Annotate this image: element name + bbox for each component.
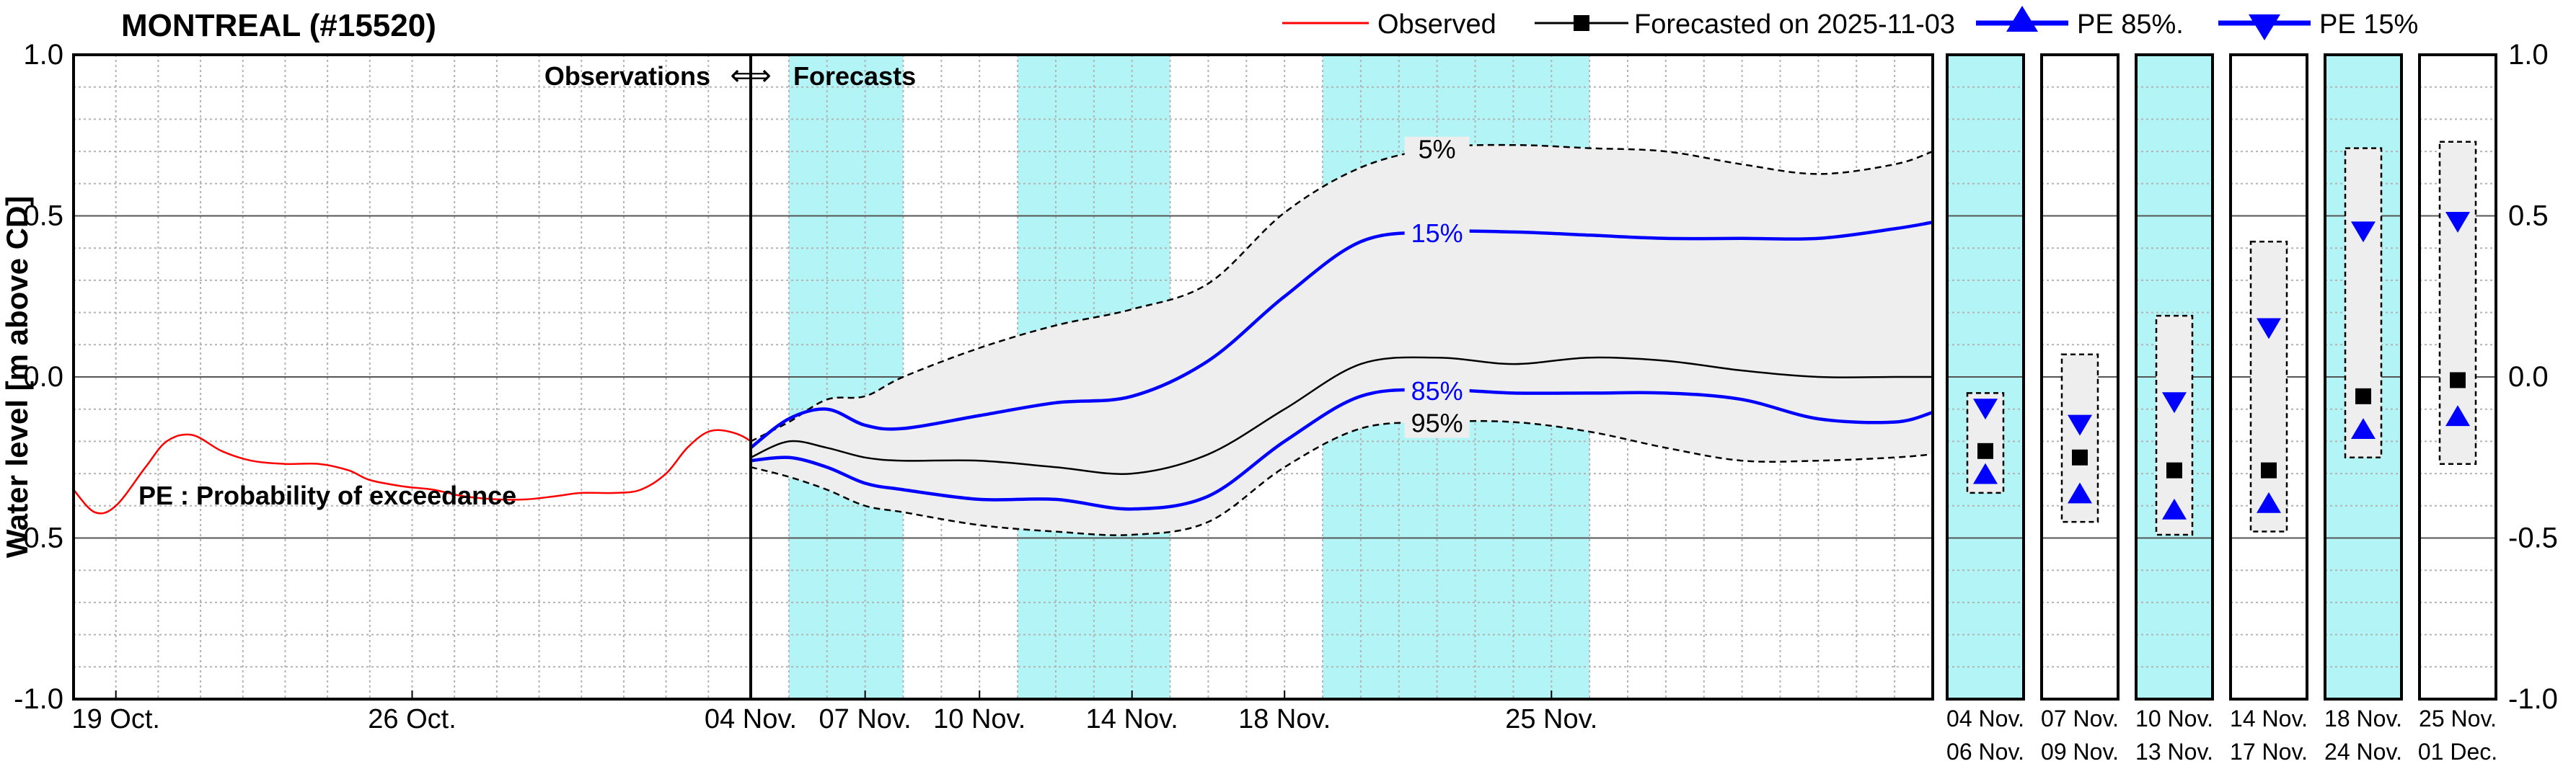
box-panel-frame [2418, 53, 2497, 701]
forecast-panel: 5% 15% 85% 95% 04 Nov. 07 Nov. 10 Nov. 14 Nov. 1… [705, 53, 1934, 734]
fc-x-tick-label: 25 Nov. [1505, 704, 1597, 734]
box-pe85-marker [2068, 482, 2092, 504]
box-panel-6: 25 Nov. 01 Dec. [2418, 53, 2497, 765]
box-date-top: 14 Nov. [2230, 706, 2308, 732]
box-date-bottom: 01 Dec. [2418, 739, 2497, 765]
box-panel-2: 07 Nov. 09 Nov. [2040, 53, 2120, 765]
box-date-top: 07 Nov. [2041, 706, 2119, 732]
y-tick-label-left: 0.5 [23, 200, 63, 232]
box-date-bottom: 09 Nov. [2041, 739, 2119, 765]
label-p5-bg [1404, 136, 1470, 164]
y-tick-label-right: -1.0 [2508, 683, 2558, 715]
y-ticks-left: 1.0 0.5 0.0 -0.5 -1.0 [14, 39, 63, 715]
y-tick-label-right: -0.5 [2508, 523, 2558, 554]
y-tick-label-right: 0.5 [2508, 200, 2549, 232]
box-pe15-marker [2162, 392, 2187, 414]
box-panel-4: 14 Nov. 17 Nov. [2229, 53, 2308, 765]
box-date-top: 18 Nov. [2324, 706, 2402, 732]
box-forecast-marker [1977, 443, 1993, 459]
box-range-rect [2155, 314, 2194, 536]
y-tick-label-left: -1.0 [14, 683, 63, 715]
label-p95: 95% [1411, 409, 1463, 438]
box-pe15-marker [2257, 318, 2281, 339]
legend-pe85-marker [2006, 6, 2038, 32]
forecasts-label: Forecasts [793, 61, 916, 91]
box-date-bottom: 06 Nov. [1946, 739, 2024, 765]
box-date-top: 04 Nov. [1946, 706, 2024, 732]
box-date-bottom: 13 Nov. [2135, 739, 2213, 765]
fc-x-tick-label: 04 Nov. [705, 704, 797, 734]
box-pe15-marker [2351, 221, 2376, 243]
obs-forecast-arrow: ⟺ [730, 60, 771, 92]
box-range-rect [2344, 147, 2383, 458]
box-panel-frame [2229, 53, 2308, 701]
legend-forecast-marker [1574, 15, 1589, 31]
box-panel-frame [1946, 53, 2025, 701]
y-tick-label-left: 0.0 [23, 361, 63, 393]
p15-series-line [749, 221, 1933, 450]
label-p85-bg [1404, 378, 1470, 406]
fc-x-tick-label: 14 Nov. [1086, 704, 1178, 734]
box-forecast-marker [2355, 388, 2371, 404]
observation-panel: 19 Oct. 26 Oct. [71, 53, 773, 734]
box-panel-frame [2135, 53, 2214, 701]
box-pe15-marker [1973, 399, 1998, 420]
legend-pe15-marker [2249, 14, 2280, 40]
box-pe15-marker [2445, 211, 2470, 233]
box-date-bottom: 24 Nov. [2324, 739, 2402, 765]
fc-x-tick-label: 10 Nov. [933, 704, 1025, 734]
legend-pe15-label: PE 15% [2319, 9, 2418, 40]
box-panel-frame [2324, 53, 2403, 701]
box-panel-5: 18 Nov. 24 Nov. [2324, 53, 2403, 765]
y-axis-label: Water level [m above CD] [0, 196, 34, 559]
legend-forecast-label: Forecasted on 2025-11-03 [1634, 9, 1955, 40]
box-panel-frame [2040, 53, 2120, 701]
box-forecast-marker [2072, 449, 2088, 466]
box-forecast-marker [2261, 462, 2277, 479]
pe-note: PE : Probability of exceedance [138, 481, 516, 510]
box-date-bottom: 17 Nov. [2230, 739, 2308, 765]
box-forecast-marker [2166, 462, 2182, 479]
y-ticks-right: 1.0 0.5 0.0 -0.5 -1.0 [2508, 39, 2558, 715]
y-tick-label-left: -0.5 [14, 523, 63, 554]
fc-x-tick-label: 07 Nov. [819, 704, 912, 734]
y-tick-label-left: 1.0 [23, 39, 63, 71]
y-tick-label-right: 0.0 [2508, 361, 2549, 393]
box-pe15-marker [2068, 414, 2092, 436]
label-p95-bg [1404, 410, 1470, 438]
chart-title: MONTREAL (#15520) [121, 8, 436, 43]
box-panel-3: 10 Nov. 13 Nov. [2135, 53, 2214, 765]
confidence-band [751, 145, 1933, 535]
box-panels: 04 Nov. 06 Nov. 07 Nov. 09 Nov. 10 Nov. 13 No… [1946, 53, 2497, 765]
box-pe85-marker [2162, 498, 2187, 520]
legend-pe85-label: PE 85%. [2077, 9, 2184, 40]
legend: Observed Forecasted on 2025-11-03 PE 85%… [1282, 6, 2418, 40]
box-date-top: 25 Nov. [2419, 706, 2497, 732]
legend-observed-label: Observed [1377, 9, 1496, 40]
box-pe85-marker [1973, 463, 1998, 484]
forecast-series-line [750, 356, 1933, 475]
fc-x-tick-label: 18 Nov. [1238, 704, 1331, 734]
box-pe85-marker [2257, 492, 2281, 513]
obs-x-tick-label: 19 Oct. [71, 704, 160, 734]
box-forecast-marker [2450, 372, 2466, 388]
box-pe85-marker [2351, 418, 2376, 439]
label-p15: 15% [1411, 218, 1463, 248]
box-pe85-marker [2445, 405, 2470, 427]
box-date-top: 10 Nov. [2135, 706, 2213, 732]
y-tick-label-right: 1.0 [2508, 39, 2549, 71]
label-p5: 5% [1419, 135, 1456, 164]
fc-frame [749, 53, 1934, 701]
p85-series-line [750, 388, 1933, 511]
observed-series-line [73, 429, 773, 515]
obs-x-tick-label: 26 Oct. [368, 704, 456, 734]
p5-series-line [750, 143, 1933, 443]
label-p85: 85% [1411, 376, 1463, 406]
box-range-rect [2249, 241, 2288, 533]
box-panel-1: 04 Nov. 06 Nov. [1946, 53, 2025, 765]
p95-series-line [750, 419, 1933, 536]
observations-label: Observations [544, 61, 710, 91]
label-p15-bg [1404, 220, 1470, 248]
